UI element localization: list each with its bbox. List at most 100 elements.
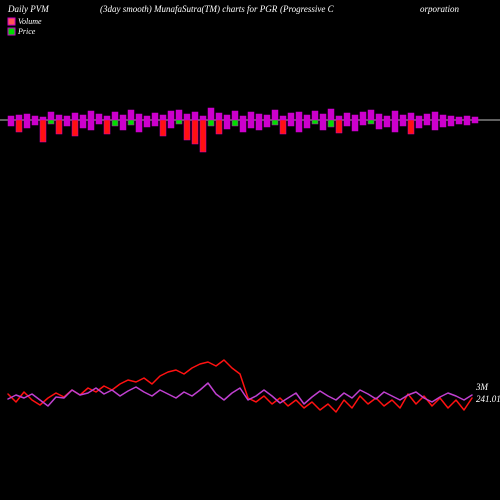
volume-bar-down — [336, 120, 342, 133]
line-label-price: 241.01 — [476, 394, 500, 404]
volume-bar-up — [32, 116, 38, 120]
volume-bar-down — [320, 120, 326, 130]
volume-bar-up — [264, 115, 270, 120]
title-part-1: Daily PVM — [7, 4, 49, 14]
chart-svg: Daily PVM (3day smooth) MunafaSutra(TM) c… — [0, 0, 500, 500]
volume-bar-down — [384, 120, 390, 127]
volume-bar-up — [224, 115, 230, 120]
volume-bar-down — [264, 120, 270, 127]
volume-bar-down — [368, 120, 374, 124]
volume-bar-up — [384, 116, 390, 120]
volume-bar-down — [408, 120, 414, 134]
volume-bar-down — [8, 120, 14, 126]
volume-bar-up — [408, 113, 414, 120]
volume-bar-down — [168, 120, 174, 128]
volume-bar-down — [360, 120, 366, 125]
volume-bar-up — [328, 109, 334, 120]
volume-bar-down — [96, 120, 102, 124]
volume-bar-up — [472, 117, 478, 120]
legend-swatch-price — [8, 28, 15, 35]
volume-bar-up — [160, 115, 166, 120]
volume-bar-up — [456, 117, 462, 120]
volume-bar-up — [184, 114, 190, 120]
volume-bar-down — [376, 120, 382, 129]
volume-bar-down — [400, 120, 406, 126]
volume-bar-down — [256, 120, 262, 130]
volume-bar-up — [296, 112, 302, 120]
volume-bar-down — [32, 120, 38, 125]
title-part-3: (Progressive C — [280, 4, 335, 14]
volume-bar-up — [400, 115, 406, 120]
volume-bar-down — [24, 120, 30, 128]
volume-bar-up — [432, 112, 438, 120]
volume-bar-up — [312, 111, 318, 120]
volume-bar-up — [448, 116, 454, 120]
volume-bar-up — [128, 110, 134, 120]
volume-bar-down — [280, 120, 286, 134]
legend-label-price: Price — [17, 27, 36, 36]
volume-bar-down — [304, 120, 310, 128]
legend-label-volume: Volume — [18, 17, 42, 26]
volume-bar-down — [272, 120, 278, 125]
volume-bar-up — [360, 112, 366, 120]
volume-bar-down — [160, 120, 166, 136]
volume-bar-up — [464, 116, 470, 120]
volume-bar-down — [312, 120, 318, 124]
volume-bar-down — [152, 120, 158, 126]
volume-bar-up — [376, 114, 382, 120]
volume-bar-down — [344, 120, 350, 126]
volume-bar-up — [16, 115, 22, 120]
volume-bar-down — [464, 120, 470, 125]
volume-bar-down — [184, 120, 190, 140]
volume-bar-down — [192, 120, 198, 144]
volume-bar-up — [320, 114, 326, 120]
volume-bar-down — [416, 120, 422, 128]
volume-bar-up — [8, 116, 14, 120]
volume-bar-up — [336, 116, 342, 120]
volume-bar-down — [352, 120, 358, 131]
volume-bar-down — [40, 120, 46, 142]
volume-bar-up — [248, 112, 254, 120]
volume-bar-up — [144, 116, 150, 120]
volume-bar-up — [112, 112, 118, 120]
volume-bar-up — [232, 111, 238, 120]
volume-bar-up — [40, 117, 46, 120]
volume-bar-up — [176, 110, 182, 120]
volume-bar-up — [352, 115, 358, 120]
volume-bar-down — [56, 120, 62, 134]
volume-bar-up — [440, 115, 446, 120]
volume-bar-up — [64, 116, 70, 120]
volume-bar-up — [200, 116, 206, 120]
volume-bar-down — [440, 120, 446, 127]
volume-bar-up — [416, 116, 422, 120]
volume-bar-down — [456, 120, 462, 124]
title-part-2: (3day smooth) MunafaSutra(TM) charts for… — [100, 4, 278, 14]
volume-bar-down — [208, 120, 214, 126]
volume-bar-up — [152, 113, 158, 120]
volume-bar-down — [80, 120, 86, 128]
chart-container: Daily PVM (3day smooth) MunafaSutra(TM) c… — [0, 0, 500, 500]
volume-bar-up — [256, 114, 262, 120]
volume-bar-down — [64, 120, 70, 126]
volume-bar-up — [304, 115, 310, 120]
volume-bar-up — [168, 111, 174, 120]
volume-bar-down — [120, 120, 126, 130]
volume-bar-up — [424, 114, 430, 120]
volume-bar-down — [72, 120, 78, 136]
volume-bar-down — [16, 120, 22, 132]
volume-bar-up — [48, 112, 54, 120]
volume-bar-down — [112, 120, 118, 126]
volume-bar-up — [288, 113, 294, 120]
volume-bar-down — [288, 120, 294, 126]
volume-bar-down — [328, 120, 334, 127]
volume-bar-down — [472, 120, 478, 123]
volume-bar-up — [208, 108, 214, 120]
volume-bar-down — [216, 120, 222, 134]
volume-bar-up — [88, 111, 94, 120]
volume-bar-up — [216, 113, 222, 120]
volume-bar-up — [280, 116, 286, 120]
background — [0, 0, 500, 500]
volume-bar-down — [128, 120, 134, 125]
volume-bar-up — [96, 114, 102, 120]
volume-bar-down — [224, 120, 230, 129]
